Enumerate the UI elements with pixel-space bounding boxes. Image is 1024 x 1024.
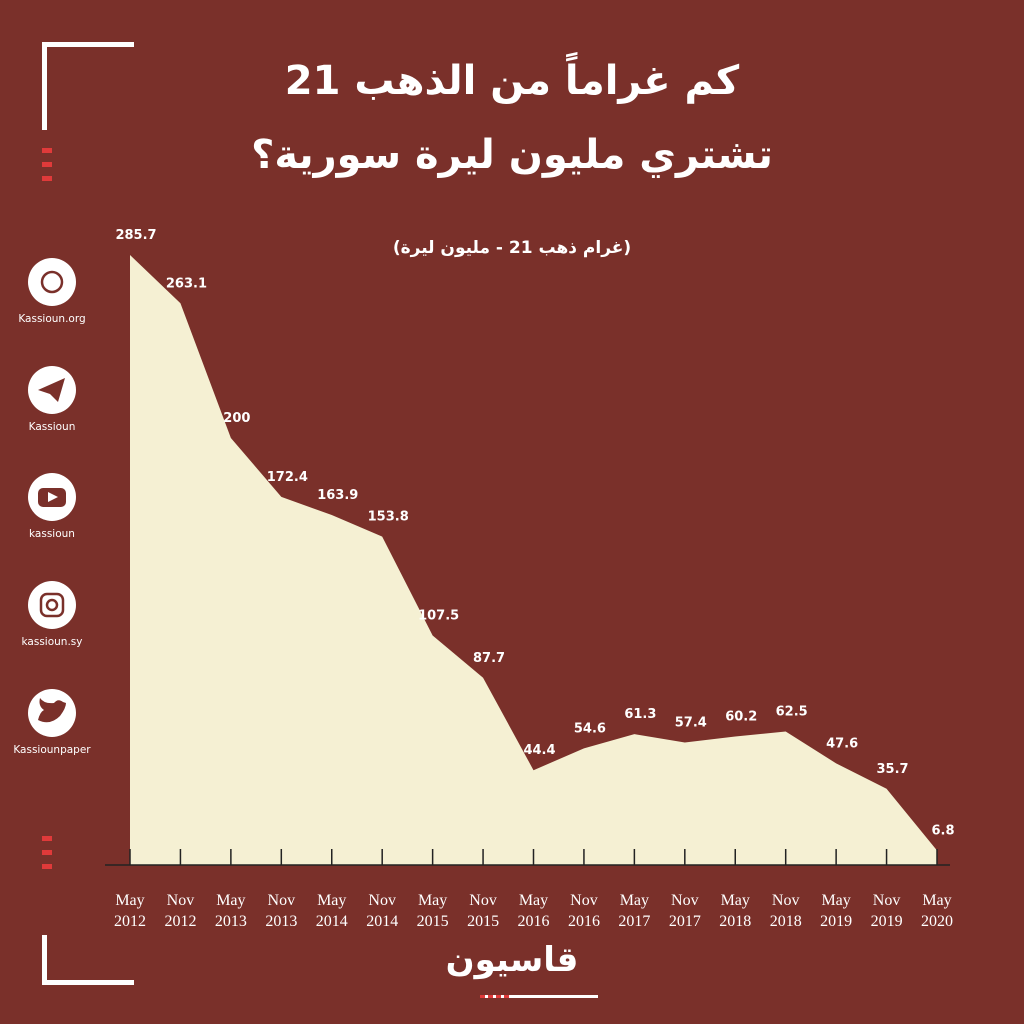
chart-title: كم غراماً من الذهب 21 <box>284 58 740 104</box>
x-tick-label: May 2020 <box>921 892 953 930</box>
value-label: 87.7 <box>473 651 505 666</box>
x-tick-label: Nov 2013 <box>265 892 298 930</box>
x-tick-label: Nov 2014 <box>366 892 399 930</box>
x-tick-label: May 2014 <box>315 892 348 930</box>
value-label: 62.5 <box>776 705 808 720</box>
value-label: 200 <box>223 411 250 426</box>
brand: قاسيون <box>445 940 579 980</box>
value-label: 47.6 <box>826 736 858 751</box>
social-label: Kassiounpaper <box>13 743 91 756</box>
value-label: 44.4 <box>523 743 555 758</box>
value-label: 153.8 <box>368 510 409 525</box>
value-label: 107.5 <box>418 608 459 623</box>
x-tick-label: May 2015 <box>416 892 449 930</box>
x-tick-label: Nov 2017 <box>668 892 701 930</box>
x-tick-label: Nov 2019 <box>870 892 903 930</box>
x-tick-label: May 2019 <box>820 892 853 930</box>
x-tick-label: Nov 2018 <box>769 892 802 930</box>
x-tick-label: May 2018 <box>719 892 752 930</box>
social-label: Kassioun <box>28 420 76 433</box>
x-tick-label: May 2016 <box>517 892 550 930</box>
social-label: kassioun <box>29 528 75 541</box>
value-label: 6.8 <box>931 823 954 838</box>
area <box>130 255 937 865</box>
value-label: 54.6 <box>574 721 606 736</box>
x-tick-label: May 2017 <box>618 892 651 930</box>
x-tick-label: May 2013 <box>214 892 247 930</box>
chart-note: (غرام ذهب 21 - مليون ليرة) <box>392 238 632 258</box>
value-label: 163.9 <box>317 488 358 503</box>
value-label: 285.7 <box>115 228 156 243</box>
value-label: 57.4 <box>675 715 707 730</box>
social-icons <box>28 258 76 737</box>
x-tick-label: Nov 2012 <box>164 892 197 930</box>
social-label: Kassioun.org <box>18 313 86 325</box>
x-tick-label: May 2012 <box>114 892 146 930</box>
value-label: 172.4 <box>267 470 308 485</box>
value-label: 263.1 <box>166 276 207 291</box>
chart-subtitle: تشتري مليون ليرة سورية؟ <box>251 132 773 178</box>
dashes <box>42 148 509 998</box>
social-label: kassioun.sy <box>21 636 83 649</box>
value-label: 61.3 <box>624 707 656 722</box>
x-tick-label: Nov 2015 <box>467 892 500 930</box>
frame <box>42 42 598 998</box>
value-label: 60.2 <box>725 709 757 724</box>
x-tick-label: Nov 2016 <box>567 892 600 930</box>
value-label: 35.7 <box>877 762 909 777</box>
